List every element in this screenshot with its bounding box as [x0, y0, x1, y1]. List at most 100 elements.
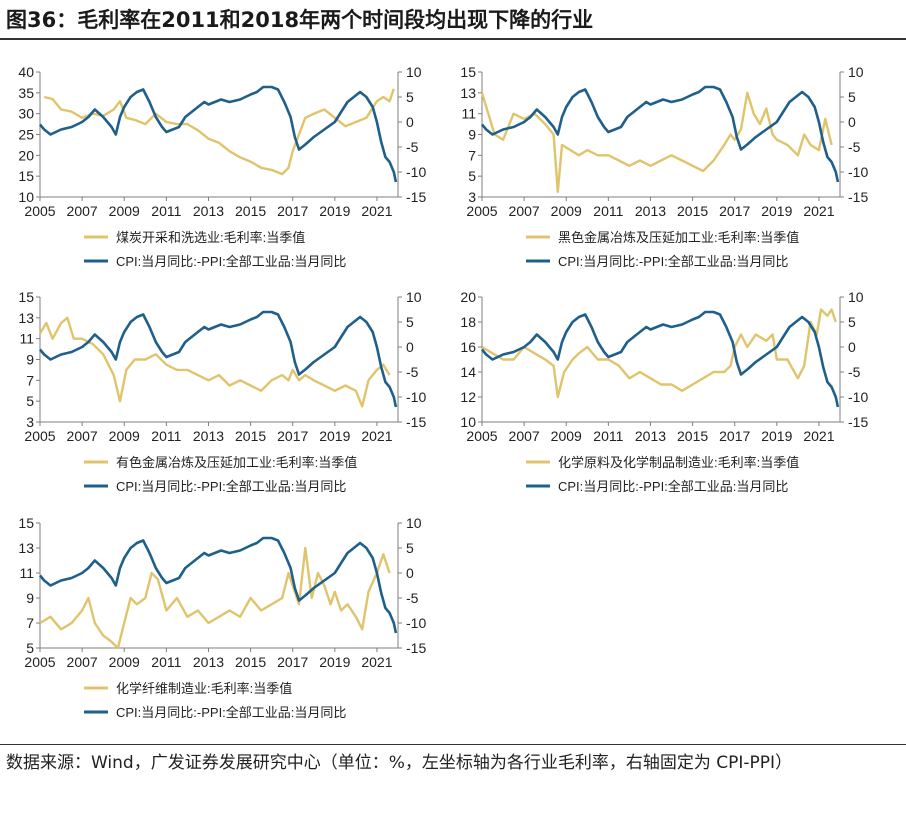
x-tick-label: 2017 [277, 654, 308, 670]
x-tick-label: 2007 [509, 203, 540, 219]
title-divider [0, 38, 906, 40]
x-tick-label: 2009 [551, 203, 582, 219]
x-tick-label: 2015 [235, 428, 266, 444]
cpi-ppi-line [481, 310, 840, 408]
x-tick-label: 2007 [67, 428, 98, 444]
left-tick-label: 9 [468, 127, 476, 143]
left-tick-label: 15 [18, 289, 34, 305]
left-tick-label: 5 [468, 168, 476, 184]
left-tick-label: 20 [460, 289, 476, 305]
x-tick-label: 2019 [319, 428, 350, 444]
legend-label-cpi-ppi: CPI:当月同比:-PPI:全部工业品:当月同比 [558, 254, 788, 269]
right-tick-label: -10 [406, 164, 426, 180]
right-tick-label: -10 [848, 389, 868, 405]
x-tick-label: 2019 [761, 203, 792, 219]
left-tick-label: 13 [18, 540, 34, 556]
gross-margin-line [480, 91, 833, 193]
right-tick-label: 5 [406, 89, 414, 105]
left-tick-label: 25 [18, 127, 34, 143]
x-tick-label: 2013 [635, 428, 666, 444]
source-divider [0, 744, 906, 745]
x-tick-label: 2013 [193, 428, 224, 444]
x-tick-label: 2021 [803, 428, 834, 444]
legend-label-margin: 煤炭开采和洗选业:毛利率:当季值 [116, 230, 305, 245]
left-tick-label: 10 [18, 189, 34, 205]
left-tick-label: 13 [18, 310, 34, 326]
right-tick-label: 0 [406, 114, 414, 130]
left-tick-label: 10 [460, 414, 476, 430]
left-tick-label: 20 [18, 147, 34, 163]
right-tick-label: -10 [848, 164, 868, 180]
x-tick-label: 2005 [24, 654, 55, 670]
right-tick-label: -15 [406, 640, 426, 656]
right-tick-label: 5 [848, 314, 856, 330]
x-tick-label: 2005 [466, 428, 497, 444]
x-tick-label: 2019 [319, 203, 350, 219]
left-tick-label: 11 [19, 565, 34, 581]
left-tick-label: 7 [468, 147, 476, 163]
x-tick-label: 2021 [361, 654, 392, 670]
right-tick-label: 0 [848, 339, 856, 355]
x-tick-label: 2013 [193, 654, 224, 670]
x-tick-label: 2005 [466, 203, 497, 219]
right-tick-label: -5 [406, 590, 419, 606]
legend-label-cpi-ppi: CPI:当月同比:-PPI:全部工业品:当月同比 [116, 479, 346, 494]
right-tick-label: 5 [406, 540, 414, 556]
x-tick-label: 2005 [24, 203, 55, 219]
left-tick-label: 3 [468, 189, 476, 205]
x-tick-label: 2007 [67, 203, 98, 219]
gross-margin-line [38, 316, 391, 408]
left-tick-label: 15 [18, 515, 34, 531]
right-tick-label: -5 [406, 139, 419, 155]
right-tick-label: -15 [406, 189, 426, 205]
legend-label-margin: 化学原料及化学制品制造业:毛利率:当季值 [558, 455, 799, 470]
right-tick-label: -5 [406, 364, 419, 380]
x-tick-label: 2013 [635, 203, 666, 219]
x-tick-label: 2007 [509, 428, 540, 444]
left-tick-label: 7 [26, 372, 34, 388]
legend-label-cpi-ppi: CPI:当月同比:-PPI:全部工业品:当月同比 [116, 705, 346, 720]
right-tick-label: -5 [848, 139, 861, 155]
x-tick-label: 2017 [277, 203, 308, 219]
x-tick-label: 2015 [677, 428, 708, 444]
left-tick-label: 35 [18, 85, 34, 101]
right-tick-label: -15 [848, 189, 868, 205]
x-tick-label: 2011 [151, 654, 181, 670]
left-tick-label: 16 [460, 339, 476, 355]
right-tick-label: 10 [406, 515, 422, 531]
right-tick-label: 5 [848, 89, 856, 105]
legend-label-margin: 有色金属冶炼及压延加工业:毛利率:当季值 [116, 455, 357, 470]
left-tick-label: 7 [26, 615, 34, 631]
x-tick-label: 2007 [67, 654, 98, 670]
cpi-ppi-line [39, 536, 398, 634]
left-tick-label: 11 [461, 106, 476, 122]
legend-label-cpi-ppi: CPI:当月同比:-PPI:全部工业品:当月同比 [116, 254, 346, 269]
left-tick-label: 18 [460, 314, 476, 330]
x-tick-label: 2019 [319, 654, 350, 670]
x-tick-label: 2015 [677, 203, 708, 219]
x-tick-label: 2021 [361, 428, 392, 444]
right-tick-label: 5 [406, 314, 414, 330]
right-tick-label: 10 [848, 64, 864, 80]
cpi-ppi-line [39, 85, 398, 183]
chart-panel-3: 3 5 7 9 11 13 15 -15 -10 -5 0 5 10 2005 2007 2009 2011 20… [18, 289, 426, 494]
left-tick-label: 12 [460, 389, 476, 405]
x-tick-label: 2009 [109, 203, 140, 219]
right-tick-label: -10 [406, 389, 426, 405]
left-tick-label: 3 [26, 414, 34, 430]
right-tick-label: 0 [406, 339, 414, 355]
x-tick-label: 2011 [151, 203, 181, 219]
figure-title: 图36：毛利率在2011和2018年两个时间段均出现下降的行业 [6, 8, 594, 32]
right-tick-label: 10 [406, 64, 422, 80]
right-tick-label: 10 [848, 289, 864, 305]
x-tick-label: 2017 [719, 203, 750, 219]
right-tick-label: 10 [406, 289, 422, 305]
gross-margin-line [39, 546, 391, 650]
x-tick-label: 2009 [109, 654, 140, 670]
x-tick-label: 2013 [193, 203, 224, 219]
source-note: 数据来源：Wind，广发证券发展研究中心（单位：%，左坐标轴为各行业毛利率，右轴… [6, 753, 793, 773]
x-tick-label: 2021 [361, 203, 392, 219]
left-tick-label: 15 [460, 64, 476, 80]
